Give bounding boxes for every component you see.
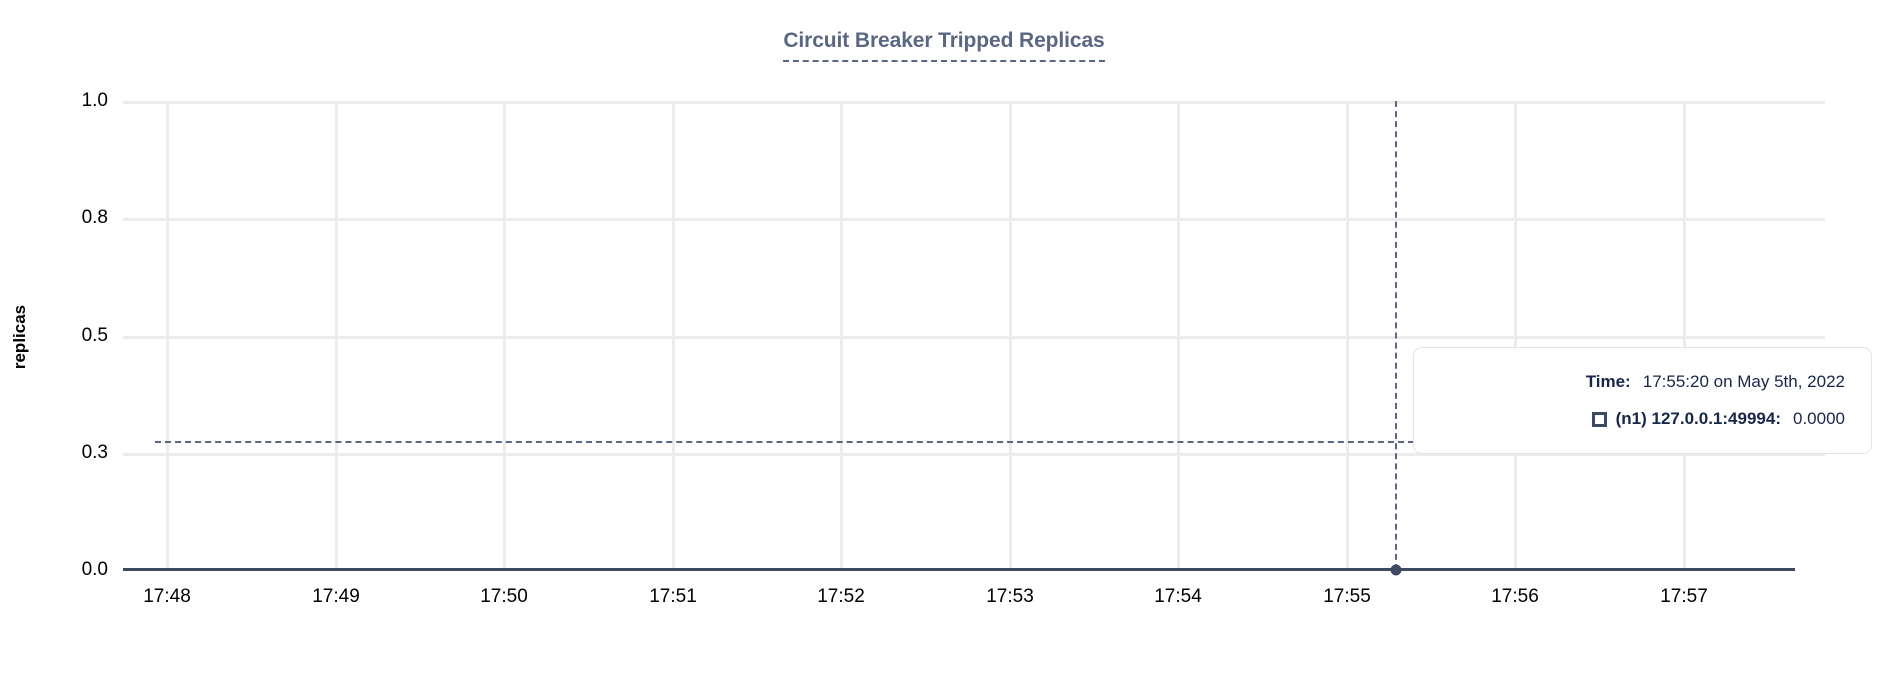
series-line-n1 <box>123 568 1795 571</box>
x-tick-label: 17:54 <box>1154 586 1202 607</box>
x-tick-label: 17:49 <box>312 586 360 607</box>
gridline-vertical <box>166 101 169 570</box>
tooltip-time-row: Time: 17:55:20 on May 5th, 2022 <box>1436 372 1845 392</box>
crosshair-horizontal-line <box>155 441 1825 443</box>
y-tick-label: 0.8 <box>81 207 108 228</box>
hovered-data-point-marker[interactable] <box>1390 564 1402 576</box>
gridline-horizontal <box>123 336 1825 339</box>
gridline-horizontal <box>123 101 1825 104</box>
chart-title-text: Circuit Breaker Tripped Replicas <box>783 28 1105 62</box>
x-tick-label: 17:57 <box>1660 586 1708 607</box>
gridline-horizontal <box>123 453 1825 456</box>
square-outline-icon <box>1591 411 1607 427</box>
gridline-vertical <box>672 101 675 570</box>
tooltip-time-label: Time: <box>1585 372 1631 391</box>
tooltip-time-value: 17:55:20 on May 5th, 2022 <box>1642 372 1845 391</box>
gridline-vertical <box>1683 101 1686 570</box>
x-tick-label: 17:50 <box>480 586 528 607</box>
tooltip-series-value: 0.0000 <box>1793 409 1845 428</box>
gridline-vertical <box>503 101 506 570</box>
gridline-vertical <box>1009 101 1012 570</box>
tooltip-series-row: (n1) 127.0.0.1:49994: 0.0000 <box>1436 409 1845 429</box>
x-tick-label: 17:48 <box>143 586 191 607</box>
x-tick-label: 17:55 <box>1323 586 1371 607</box>
gridline-vertical <box>1177 101 1180 570</box>
y-tick-label: 0.5 <box>81 325 108 346</box>
y-tick-label: 0.3 <box>81 442 108 463</box>
gridline-vertical <box>840 101 843 570</box>
crosshair-vertical-line <box>1395 101 1397 570</box>
y-axis-tick-labels: 1.0 0.8 0.5 0.3 0.0 <box>0 90 108 580</box>
x-tick-label: 17:52 <box>817 586 865 607</box>
x-tick-label: 17:56 <box>1491 586 1539 607</box>
x-tick-label: 17:53 <box>986 586 1034 607</box>
tooltip-series-label: (n1) 127.0.0.1:49994: <box>1615 409 1781 428</box>
hover-tooltip: Time: 17:55:20 on May 5th, 2022 (n1) 127… <box>1413 347 1872 454</box>
x-axis-tick-labels: 17:48 17:49 17:50 17:51 17:52 17:53 17:5… <box>123 586 1825 616</box>
gridline-horizontal <box>123 218 1825 221</box>
y-tick-label: 1.0 <box>81 90 108 111</box>
y-tick-label: 0.0 <box>81 559 108 580</box>
chart-plot-area[interactable] <box>123 101 1825 576</box>
page-title: Circuit Breaker Tripped Replicas <box>0 28 1888 62</box>
x-tick-label: 17:51 <box>649 586 697 607</box>
gridline-vertical <box>335 101 338 570</box>
gridline-vertical <box>1514 101 1517 570</box>
gridline-vertical <box>1346 101 1349 570</box>
